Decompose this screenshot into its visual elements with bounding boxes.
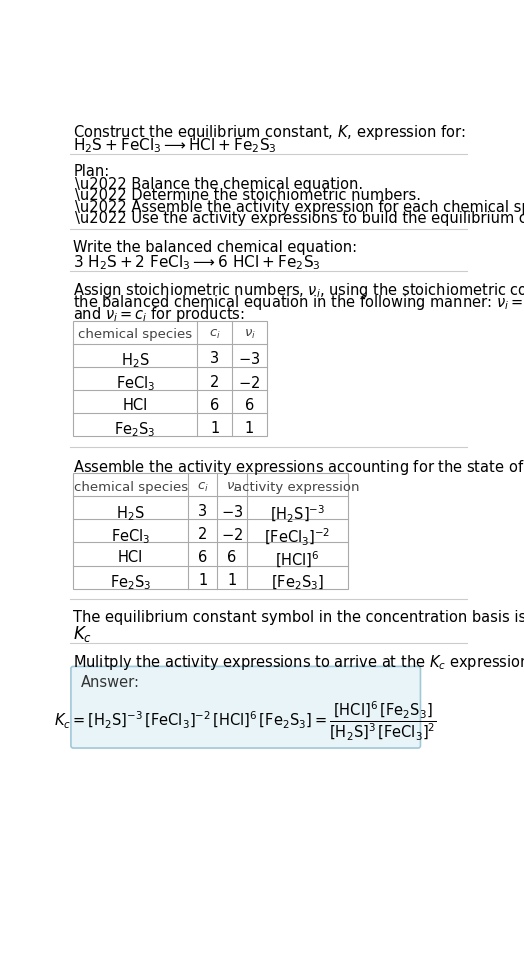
Text: $\mathrm{FeCl_3}$: $\mathrm{FeCl_3}$ [111,527,150,546]
Text: 6: 6 [198,550,208,565]
Text: $[\mathrm{FeCl_3}]^{-2}$: $[\mathrm{FeCl_3}]^{-2}$ [264,527,331,549]
Text: $K_c$: $K_c$ [73,624,92,644]
Text: $-2$: $-2$ [221,527,243,543]
Text: 1: 1 [245,421,254,435]
Text: $\mathrm{H_2S}$: $\mathrm{H_2S}$ [116,503,145,523]
Text: $c_i$: $c_i$ [209,328,221,341]
Text: $\mathrm{H_2S + FeCl_3 \longrightarrow HCl + Fe_2S_3}$: $\mathrm{H_2S + FeCl_3 \longrightarrow H… [73,136,277,155]
Text: activity expression: activity expression [234,480,360,494]
Text: $\mathrm{Fe_2S_3}$: $\mathrm{Fe_2S_3}$ [110,573,151,592]
Text: $K_c = [\mathrm{H_2S}]^{-3}\,[\mathrm{FeCl_3}]^{-2}\,[\mathrm{HCl}]^6\,[\mathrm{: $K_c = [\mathrm{H_2S}]^{-3}\,[\mathrm{Fe… [54,699,437,743]
Text: Answer:: Answer: [81,675,140,690]
Text: Mulitply the activity expressions to arrive at the $K_c$ expression:: Mulitply the activity expressions to arr… [73,653,524,672]
Text: Assign stoichiometric numbers, $\nu_i$, using the stoichiometric coefficients, $: Assign stoichiometric numbers, $\nu_i$, … [73,281,524,300]
Text: $\nu_i$: $\nu_i$ [244,328,256,341]
Text: and $\nu_i = c_i$ for products:: and $\nu_i = c_i$ for products: [73,305,245,323]
Text: Write the balanced chemical equation:: Write the balanced chemical equation: [73,240,357,255]
Text: 6: 6 [245,398,254,412]
Text: $\nu_i$: $\nu_i$ [226,480,238,494]
Text: $-3$: $-3$ [238,351,261,367]
Text: $-3$: $-3$ [221,503,243,520]
Text: $\mathrm{H_2S}$: $\mathrm{H_2S}$ [121,351,149,370]
Text: the balanced chemical equation in the following manner: $\nu_i = -c_i$ for react: the balanced chemical equation in the fo… [73,292,524,312]
Text: 1: 1 [198,573,208,588]
Text: $[\mathrm{Fe_2S_3}]$: $[\mathrm{Fe_2S_3}]$ [271,573,324,592]
Text: \u2022 Assemble the activity expression for each chemical species.: \u2022 Assemble the activity expression … [75,199,524,215]
Text: $-2$: $-2$ [238,375,260,390]
Text: 6: 6 [227,550,237,565]
Text: 3: 3 [210,351,219,366]
Text: $[\mathrm{HCl}]^6$: $[\mathrm{HCl}]^6$ [275,550,320,571]
Text: chemical species: chemical species [78,328,192,341]
Text: $c_i$: $c_i$ [197,480,209,494]
Text: 2: 2 [210,375,220,389]
Text: \u2022 Determine the stoichiometric numbers.: \u2022 Determine the stoichiometric numb… [75,188,421,203]
Bar [73,320,267,436]
Text: HCl: HCl [123,398,148,412]
FancyBboxPatch shape [71,667,420,748]
Text: 2: 2 [198,527,208,542]
Text: The equilibrium constant symbol in the concentration basis is:: The equilibrium constant symbol in the c… [73,610,524,625]
Text: \u2022 Use the activity expressions to build the equilibrium constant expression: \u2022 Use the activity expressions to b… [75,211,524,226]
Text: $\mathrm{FeCl_3}$: $\mathrm{FeCl_3}$ [115,375,155,393]
Bar [73,473,347,589]
Text: 1: 1 [210,421,220,435]
Text: $\mathrm{3\ H_2S + 2\ FeCl_3 \longrightarrow 6\ HCl + Fe_2S_3}$: $\mathrm{3\ H_2S + 2\ FeCl_3 \longrighta… [73,254,321,272]
Text: Construct the equilibrium constant, $K$, expression for:: Construct the equilibrium constant, $K$,… [73,123,466,142]
Text: 3: 3 [198,503,207,519]
Text: $[\mathrm{H_2S}]^{-3}$: $[\mathrm{H_2S}]^{-3}$ [270,503,325,525]
Text: \u2022 Balance the chemical equation.: \u2022 Balance the chemical equation. [75,176,363,192]
Text: 1: 1 [227,573,237,588]
Text: Assemble the activity expressions accounting for the state of matter and $\nu_i$: Assemble the activity expressions accoun… [73,457,524,477]
Text: chemical species: chemical species [73,480,188,494]
Text: $\mathrm{Fe_2S_3}$: $\mathrm{Fe_2S_3}$ [114,421,156,439]
Text: 6: 6 [210,398,220,412]
Text: HCl: HCl [118,550,143,565]
Text: Plan:: Plan: [73,164,110,179]
